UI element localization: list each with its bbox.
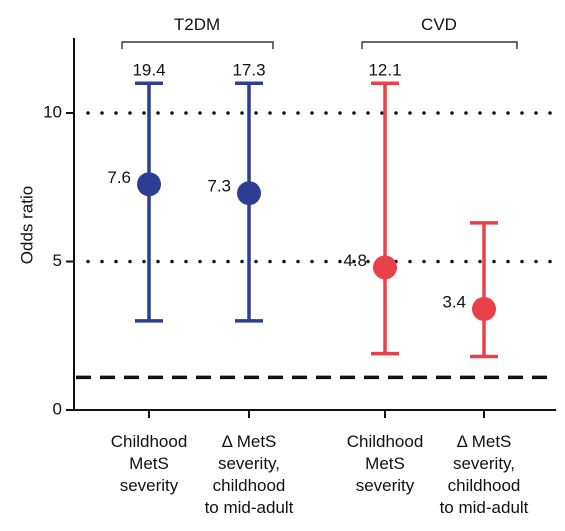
category-label-line: to mid-adult [205, 498, 294, 517]
data-point-group-4: 3.4 [442, 221, 498, 359]
y-tick-label-0: 0 [53, 399, 62, 418]
group-labels: T2DM CVD [121, 15, 518, 49]
point-marker [472, 297, 496, 322]
category-label-line: MetS [129, 454, 169, 473]
category-label-line: childhood [213, 476, 286, 495]
category-label-1: Childhood MetS severity [111, 432, 188, 495]
category-label-line: MetS [365, 454, 405, 473]
ci-upper-value-label: 12.1 [368, 60, 401, 79]
group-label-cvd: CVD [421, 15, 457, 34]
y-axis-title: Odds ratio [17, 186, 36, 264]
point-marker [237, 181, 261, 206]
ci-upper-value-label: 17.3 [232, 60, 265, 79]
data-point-group-3: 4.8 12.1 [343, 60, 402, 356]
category-label-line: Childhood [111, 432, 188, 451]
y-axis: Odds ratio 0 5 10 [17, 38, 75, 418]
point-value-label: 4.8 [343, 251, 367, 270]
category-label-line: Δ MetS [222, 432, 277, 451]
y-tick-label-10: 10 [43, 102, 62, 121]
point-value-label: 7.3 [207, 177, 231, 196]
category-label-line: childhood [448, 476, 521, 495]
category-label-line: severity, [453, 454, 515, 473]
data-point-group-2: 7.3 17.3 [207, 60, 266, 323]
group-label-t2dm: T2DM [174, 15, 220, 34]
x-category-labels: Childhood MetS severity Δ MetS severity, chil… [74, 409, 556, 517]
data-series: 7.6 19.4 7.3 17.3 4.8 12.1 3.4 [107, 60, 498, 359]
category-label-line: severity [120, 476, 179, 495]
group-bracket-t2dm [121, 41, 274, 49]
category-label-4: Δ MetS severity, childhood to mid-adult [440, 432, 529, 517]
category-label-line: severity, [218, 454, 280, 473]
reference-lines [76, 111, 556, 380]
point-value-label: 3.4 [442, 293, 466, 312]
category-label-3: Childhood MetS severity [347, 432, 424, 495]
category-label-line: severity [356, 476, 415, 495]
category-label-line: Childhood [347, 432, 424, 451]
category-label-line: Δ MetS [457, 432, 512, 451]
category-label-line: to mid-adult [440, 498, 529, 517]
category-label-2: Δ MetS severity, childhood to mid-adult [205, 432, 294, 517]
point-marker [137, 172, 161, 197]
point-value-label: 7.6 [107, 168, 131, 187]
data-point-group-1: 7.6 19.4 [107, 60, 166, 323]
ci-upper-value-label: 19.4 [132, 60, 165, 79]
point-marker [373, 255, 397, 280]
group-bracket-cvd [361, 41, 518, 49]
y-tick-label-5: 5 [53, 251, 62, 270]
